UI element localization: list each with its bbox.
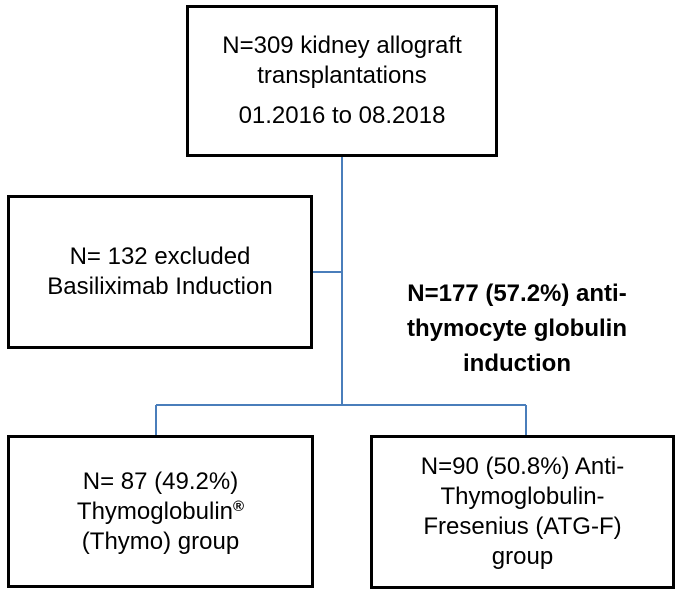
excluded-box: N= 132 excluded Basiliximab Induction — [7, 195, 313, 349]
atgf-count-label: N=90 (50.8%) Anti- — [420, 453, 625, 480]
thymo-group-label: (Thymo) group — [81, 527, 240, 555]
annotation-line-3: induction — [463, 350, 571, 377]
atgf-group-box: N=90 (50.8%) Anti- Thymoglobulin- Fresen… — [370, 435, 675, 589]
excluded-count-label: N= 132 excluded — [69, 243, 251, 270]
atgf-name-cont-label: Fresenius (ATG-F) — [423, 513, 622, 540]
thymo-count-label: N= 87 (49.2%) — [82, 467, 239, 495]
atgf-name-label: Thymoglobulin- — [440, 483, 605, 510]
thymo-name-label: Thymoglobulin — [76, 497, 234, 525]
registered-mark: ® — [233, 497, 245, 515]
atgf-group-label: group — [491, 543, 554, 570]
total-period-label: 01.2016 to 08.2018 — [238, 102, 446, 129]
total-type-label: transplantations — [257, 62, 427, 89]
thymo-name-line: Thymoglobulin® — [77, 497, 244, 527]
excluded-reason-label: Basiliximab Induction — [47, 273, 273, 300]
total-transplantations-box: N=309 kidney allograft transplantations … — [186, 5, 498, 157]
total-count-label: N=309 kidney allograft — [222, 32, 462, 59]
atg-induction-annotation: N=177 (57.2%) anti- thymocyte globulin i… — [352, 276, 682, 381]
annotation-line-2: thymocyte globulin — [406, 315, 627, 342]
annotation-line-1: N=177 (57.2%) anti- — [407, 280, 627, 307]
thymo-group-box: N= 87 (49.2%) Thymoglobulin® (Thymo) gro… — [7, 435, 314, 588]
